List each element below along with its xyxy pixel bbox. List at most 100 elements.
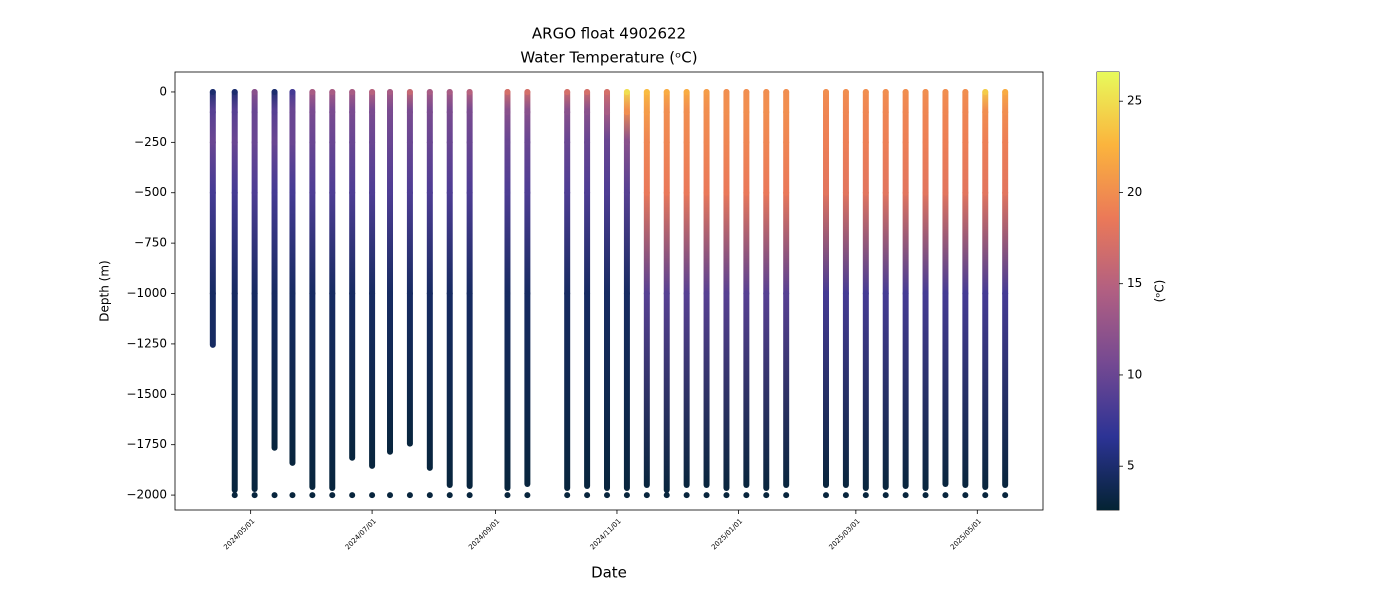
temperature-point (329, 290, 336, 297)
temperature-point (369, 492, 376, 499)
temperature-point (466, 492, 473, 499)
temperature-point (763, 290, 770, 297)
temperature-point (783, 189, 790, 196)
temperature-point (387, 290, 394, 297)
temperature-point (623, 109, 630, 116)
temperature-point (723, 189, 730, 196)
temperature-point (289, 109, 296, 116)
temperature-point (231, 88, 238, 95)
temperature-point (584, 189, 591, 196)
temperature-point (683, 290, 690, 297)
temperature-point (466, 88, 473, 95)
temperature-point (982, 492, 989, 499)
temperature-point (823, 109, 829, 116)
temperature-point (663, 290, 670, 297)
temperature-point (329, 492, 336, 499)
profile (783, 88, 790, 489)
temperature-point (962, 290, 969, 297)
colorbar-tick-label: 25 (1127, 94, 1142, 108)
temperature-point (524, 88, 531, 95)
profile (309, 88, 316, 491)
temperature-point (842, 290, 849, 297)
y-tick-label: −750 (134, 236, 167, 250)
profile (289, 88, 296, 466)
temperature-point (643, 139, 650, 146)
temperature-point (209, 139, 216, 146)
temperature-point (251, 492, 258, 499)
profile (823, 88, 829, 489)
profile (271, 88, 278, 451)
temperature-point (922, 88, 929, 95)
temperature-point (329, 109, 336, 116)
temperature-point (231, 492, 238, 499)
temperature-point (309, 88, 316, 95)
temperature-point (426, 139, 433, 146)
temperature-point (783, 139, 790, 146)
temperature-point (842, 139, 849, 146)
temperature-point (446, 290, 453, 297)
temperature-point (289, 139, 296, 146)
profile (962, 88, 969, 489)
temperature-point (309, 290, 316, 297)
temperature-point (962, 88, 969, 95)
temperature-point (882, 290, 889, 297)
profile (743, 88, 750, 489)
temperature-point (942, 290, 949, 297)
temperature-point (663, 492, 670, 499)
temperature-point (271, 189, 278, 196)
temperature-point (643, 88, 650, 95)
temperature-point (942, 109, 949, 116)
profile (209, 88, 216, 348)
profile (604, 88, 611, 492)
temperature-point (466, 139, 473, 146)
profile (643, 88, 650, 489)
temperature-point (902, 109, 909, 116)
profile (466, 88, 473, 490)
temperature-point (446, 139, 453, 146)
temperature-point (962, 492, 969, 499)
temperature-point (743, 139, 750, 146)
temperature-point (309, 139, 316, 146)
temperature-point (683, 139, 690, 146)
temperature-point (723, 88, 730, 95)
temperature-point (763, 109, 770, 116)
temperature-point (663, 88, 670, 95)
temperature-point (524, 290, 531, 297)
profile (369, 88, 376, 469)
temperature-point (524, 139, 531, 146)
colorbar-label: (ᵒC) (1153, 280, 1167, 303)
temperature-point (446, 189, 453, 196)
temperature-point (842, 109, 849, 116)
temperature-point (426, 88, 433, 95)
temperature-point (743, 109, 750, 116)
temperature-point (942, 88, 949, 95)
temperature-point (902, 290, 909, 297)
temperature-point (289, 492, 296, 499)
temperature-point (426, 290, 433, 297)
temperature-point (1002, 492, 1009, 499)
temperature-point (524, 109, 531, 116)
temperature-point (723, 139, 730, 146)
profile (683, 88, 690, 489)
temperature-point (703, 189, 710, 196)
profile (623, 88, 630, 492)
profile (723, 88, 730, 492)
temperature-point (564, 290, 571, 297)
profile (251, 88, 258, 493)
temperature-point (623, 139, 630, 146)
temperature-point (703, 290, 710, 297)
temperature-point (942, 492, 949, 499)
temperature-point (743, 88, 750, 95)
temperature-point (406, 492, 413, 499)
profile (703, 88, 710, 489)
profile (942, 88, 949, 487)
temperature-point (524, 189, 531, 196)
temperature-point (703, 88, 710, 95)
temperature-point (584, 109, 591, 116)
temperature-point (584, 492, 591, 499)
temperature-point (823, 88, 829, 95)
profile (882, 88, 889, 491)
temperature-point (349, 109, 356, 116)
temperature-point (663, 139, 670, 146)
temperature-point (406, 189, 413, 196)
